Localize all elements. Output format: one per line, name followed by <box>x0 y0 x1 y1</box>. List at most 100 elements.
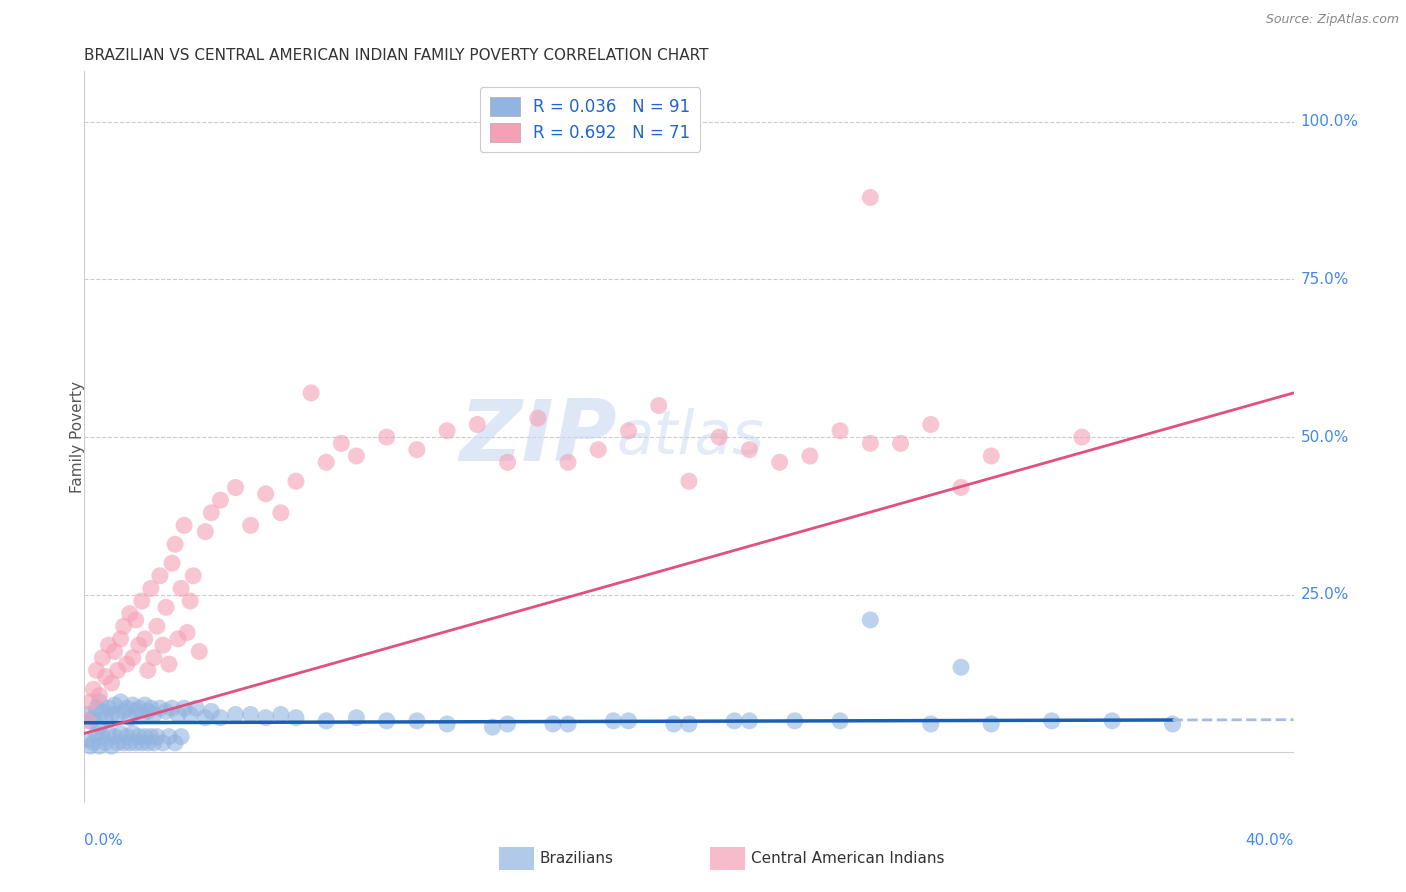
Point <box>89 689 111 703</box>
Point <box>346 449 368 463</box>
Point <box>980 449 1002 463</box>
Point <box>526 411 548 425</box>
Point <box>194 711 217 725</box>
Point <box>1161 717 1184 731</box>
Point <box>100 739 122 753</box>
Text: 100.0%: 100.0% <box>1301 114 1358 129</box>
Point <box>436 717 458 731</box>
Point <box>173 518 195 533</box>
Point <box>859 613 882 627</box>
Point <box>481 720 503 734</box>
Point <box>134 632 156 646</box>
Point <box>91 730 114 744</box>
Point <box>738 714 761 728</box>
Point <box>110 632 132 646</box>
Point <box>146 730 169 744</box>
Point <box>167 632 190 646</box>
Text: atlas: atlas <box>616 408 765 467</box>
Point <box>115 701 138 715</box>
Point <box>155 705 177 719</box>
Point <box>254 711 277 725</box>
Point <box>209 493 232 508</box>
Point <box>1071 430 1094 444</box>
Point <box>709 430 731 444</box>
Point <box>467 417 489 432</box>
Point <box>128 730 150 744</box>
Point <box>980 717 1002 731</box>
Point <box>163 537 186 551</box>
Point <box>149 569 172 583</box>
Point <box>121 698 143 712</box>
Point <box>152 736 174 750</box>
Point <box>115 730 138 744</box>
Text: ZIP: ZIP <box>458 395 616 479</box>
Point <box>118 736 141 750</box>
Point <box>173 701 195 715</box>
Text: 40.0%: 40.0% <box>1246 833 1294 848</box>
Point <box>131 594 153 608</box>
Point <box>139 701 162 715</box>
Point <box>167 707 190 722</box>
Point <box>890 436 912 450</box>
Point <box>160 556 183 570</box>
Point <box>115 657 138 671</box>
Point <box>239 707 262 722</box>
Point <box>89 695 111 709</box>
Point <box>346 711 368 725</box>
Point <box>86 726 108 740</box>
Point <box>1040 714 1063 728</box>
Point <box>112 736 135 750</box>
Point <box>170 582 193 596</box>
Point <box>82 682 104 697</box>
Point <box>100 676 122 690</box>
Point <box>152 638 174 652</box>
Point <box>678 717 700 731</box>
Point <box>131 736 153 750</box>
Point <box>107 664 129 678</box>
Point <box>270 506 292 520</box>
Point <box>131 707 153 722</box>
Point <box>142 707 165 722</box>
Point <box>375 714 398 728</box>
Point <box>179 707 201 722</box>
Point <box>284 474 308 488</box>
Point <box>76 707 98 722</box>
Point <box>97 701 120 715</box>
Point <box>176 625 198 640</box>
Point <box>662 717 685 731</box>
Text: Brazilians: Brazilians <box>540 852 614 866</box>
Point <box>155 600 177 615</box>
Point <box>186 701 208 715</box>
Point <box>188 644 211 658</box>
Point <box>330 436 353 450</box>
Point <box>128 701 150 715</box>
Text: Source: ZipAtlas.com: Source: ZipAtlas.com <box>1265 13 1399 27</box>
Point <box>375 430 398 444</box>
Point <box>200 506 222 520</box>
Point <box>139 582 162 596</box>
Point <box>136 736 159 750</box>
Point <box>107 707 129 722</box>
Legend: R = 0.036   N = 91, R = 0.692   N = 71: R = 0.036 N = 91, R = 0.692 N = 71 <box>479 87 700 153</box>
Point <box>89 720 111 734</box>
Point <box>110 726 132 740</box>
Point <box>104 698 127 712</box>
Point <box>315 455 337 469</box>
Point <box>125 613 148 627</box>
Point <box>1101 714 1123 728</box>
Text: 50.0%: 50.0% <box>1301 430 1348 444</box>
Point <box>299 386 322 401</box>
Point <box>134 698 156 712</box>
Point <box>496 455 519 469</box>
Point <box>239 518 262 533</box>
Text: BRAZILIAN VS CENTRAL AMERICAN INDIAN FAMILY POVERTY CORRELATION CHART: BRAZILIAN VS CENTRAL AMERICAN INDIAN FAM… <box>84 48 709 63</box>
Point <box>406 442 429 457</box>
Point <box>79 714 101 728</box>
Point <box>738 442 761 457</box>
Point <box>157 730 180 744</box>
Point <box>107 736 129 750</box>
Point <box>121 726 143 740</box>
Point <box>859 436 882 450</box>
Point <box>315 714 337 728</box>
Text: Central American Indians: Central American Indians <box>751 852 945 866</box>
